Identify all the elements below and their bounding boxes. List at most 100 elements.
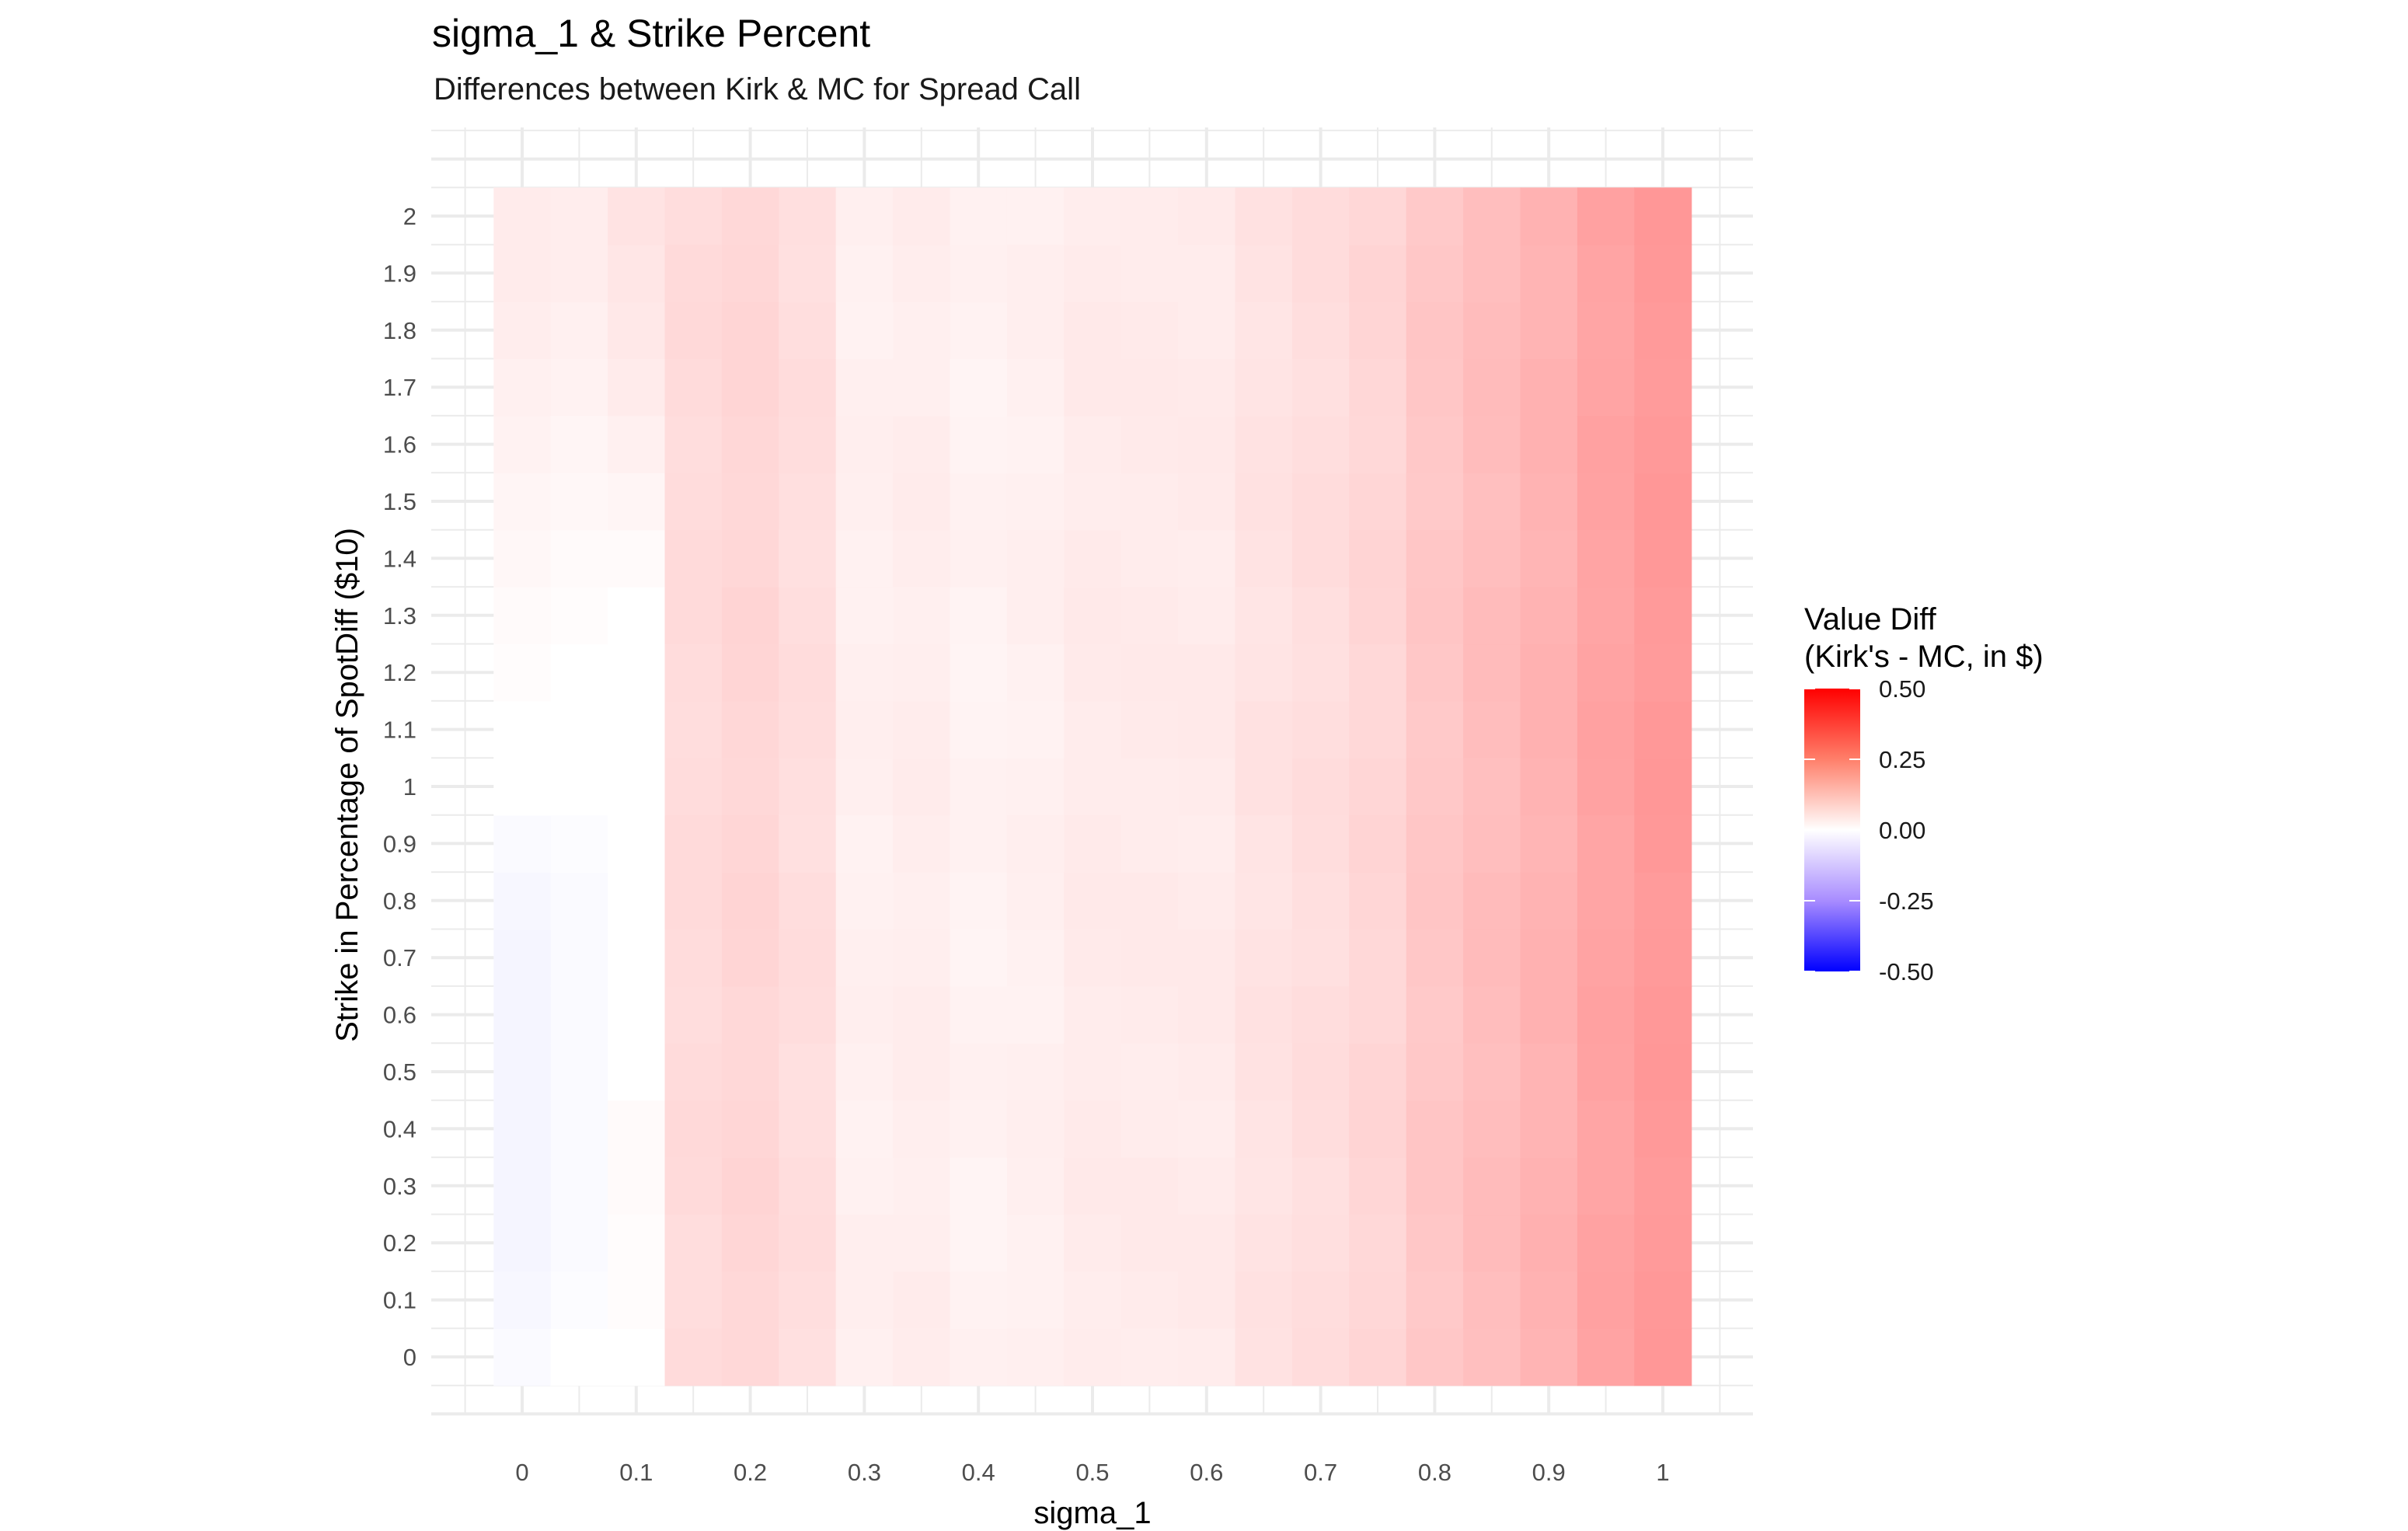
heatmap-tile xyxy=(1634,473,1692,531)
heatmap-tile xyxy=(1006,1214,1065,1272)
heatmap-tile xyxy=(1064,872,1122,930)
heatmap-tile xyxy=(721,985,779,1044)
heatmap-tile xyxy=(664,814,723,873)
legend-title-line1: Value Diff xyxy=(1804,602,1937,636)
y-tick-label: 0.9 xyxy=(383,830,416,857)
heatmap-tile xyxy=(550,1157,608,1215)
heatmap-tile xyxy=(1064,244,1122,302)
heatmap-tile xyxy=(1064,1214,1122,1272)
heatmap-tile xyxy=(835,985,894,1044)
heatmap-tile xyxy=(1006,187,1065,246)
heatmap-tile xyxy=(721,1271,779,1329)
heatmap-tile xyxy=(664,1157,723,1215)
y-tick-label: 0 xyxy=(403,1344,416,1371)
heatmap-tile xyxy=(835,1271,894,1329)
heatmap-tile xyxy=(1406,415,1464,473)
heatmap-tile xyxy=(550,872,608,930)
heatmap-tile xyxy=(1577,1157,1635,1215)
heatmap-tile xyxy=(835,1100,894,1158)
heatmap-tile xyxy=(721,1157,779,1215)
heatmap-tile xyxy=(1064,187,1122,246)
heatmap-tile xyxy=(1120,587,1179,645)
x-tick-label: 0.3 xyxy=(848,1459,881,1486)
heatmap-tile xyxy=(1235,872,1293,930)
heatmap-tile xyxy=(779,1043,837,1101)
chart-title: sigma_1 & Strike Percent xyxy=(432,12,870,55)
heatmap-tile xyxy=(1120,358,1179,417)
heatmap-tile xyxy=(493,1100,552,1158)
heatmap-tile xyxy=(1006,587,1065,645)
heatmap-tile xyxy=(1577,758,1635,816)
heatmap-tile xyxy=(835,302,894,360)
heatmap-tile xyxy=(550,1328,608,1386)
heatmap-tile xyxy=(493,1214,552,1272)
heatmap-tile xyxy=(835,814,894,873)
heatmap-tile xyxy=(1178,1100,1236,1158)
heatmap-tile xyxy=(664,1271,723,1329)
heatmap-tile xyxy=(550,758,608,816)
heatmap-tile xyxy=(608,587,666,645)
heatmap-tile xyxy=(1235,244,1293,302)
heatmap-tile xyxy=(1120,1157,1179,1215)
heatmap-tile xyxy=(1291,1043,1350,1101)
heatmap-tile xyxy=(779,985,837,1044)
heatmap-tile xyxy=(1634,643,1692,702)
heatmap-tile xyxy=(1577,1100,1635,1158)
heatmap-tile xyxy=(1178,700,1236,759)
heatmap-tile xyxy=(950,643,1008,702)
y-tick-label: 1 xyxy=(403,773,416,800)
heatmap-tile xyxy=(1178,1157,1236,1215)
heatmap-tile xyxy=(1291,1100,1350,1158)
heatmap-tile xyxy=(1291,929,1350,987)
heatmap-tile xyxy=(1634,985,1692,1044)
heatmap-tile xyxy=(493,415,552,473)
heatmap-tile xyxy=(835,700,894,759)
heatmap-tile xyxy=(1577,1214,1635,1272)
heatmap-tile xyxy=(1577,872,1635,930)
heatmap-tile xyxy=(1520,1100,1578,1158)
heatmap-tile xyxy=(493,1157,552,1215)
heatmap-tile xyxy=(608,529,666,588)
y-tick-label: 1.2 xyxy=(383,659,416,686)
legend-tick-label: 0.50 xyxy=(1879,675,1925,703)
heatmap-tile xyxy=(779,814,837,873)
y-tick-label: 0.7 xyxy=(383,944,416,971)
heatmap-tile xyxy=(550,415,608,473)
heatmap-tile xyxy=(608,814,666,873)
heatmap-tile xyxy=(893,643,951,702)
heatmap-tile xyxy=(893,814,951,873)
heatmap-tile xyxy=(1634,1100,1692,1158)
legend-tick-label: -0.25 xyxy=(1879,888,1934,915)
heatmap-tile xyxy=(1006,529,1065,588)
heatmap-tile xyxy=(493,587,552,645)
heatmap-tile xyxy=(1520,358,1578,417)
heatmap-tile xyxy=(1463,814,1521,873)
heatmap-tile xyxy=(1178,985,1236,1044)
heatmap-tile xyxy=(721,244,779,302)
heatmap-tile xyxy=(721,1328,779,1386)
heatmap-tile xyxy=(893,985,951,1044)
heatmap-tile xyxy=(1349,302,1407,360)
heatmap-tile xyxy=(1006,985,1065,1044)
heatmap-tile xyxy=(1577,473,1635,531)
heatmap-tile xyxy=(1178,1043,1236,1101)
heatmap-tile xyxy=(1634,929,1692,987)
heatmap-tile xyxy=(1349,244,1407,302)
heatmap-tile xyxy=(950,700,1008,759)
heatmap-tile xyxy=(664,529,723,588)
heatmap-tile xyxy=(1178,587,1236,645)
heatmap-tile xyxy=(1463,1043,1521,1101)
heatmap-tile xyxy=(608,872,666,930)
y-tick-label: 0.1 xyxy=(383,1287,416,1314)
heatmap-tile xyxy=(721,473,779,531)
heatmap-tile xyxy=(721,758,779,816)
heatmap-tile xyxy=(779,1157,837,1215)
heatmap-tile xyxy=(1178,814,1236,873)
heatmap-tile xyxy=(835,415,894,473)
heatmap-tile xyxy=(1349,872,1407,930)
heatmap-tile xyxy=(1064,985,1122,1044)
heatmap-tile xyxy=(1349,587,1407,645)
heatmap-tile xyxy=(608,1271,666,1329)
heatmap-tile xyxy=(664,1214,723,1272)
heatmap-tile xyxy=(1406,1214,1464,1272)
